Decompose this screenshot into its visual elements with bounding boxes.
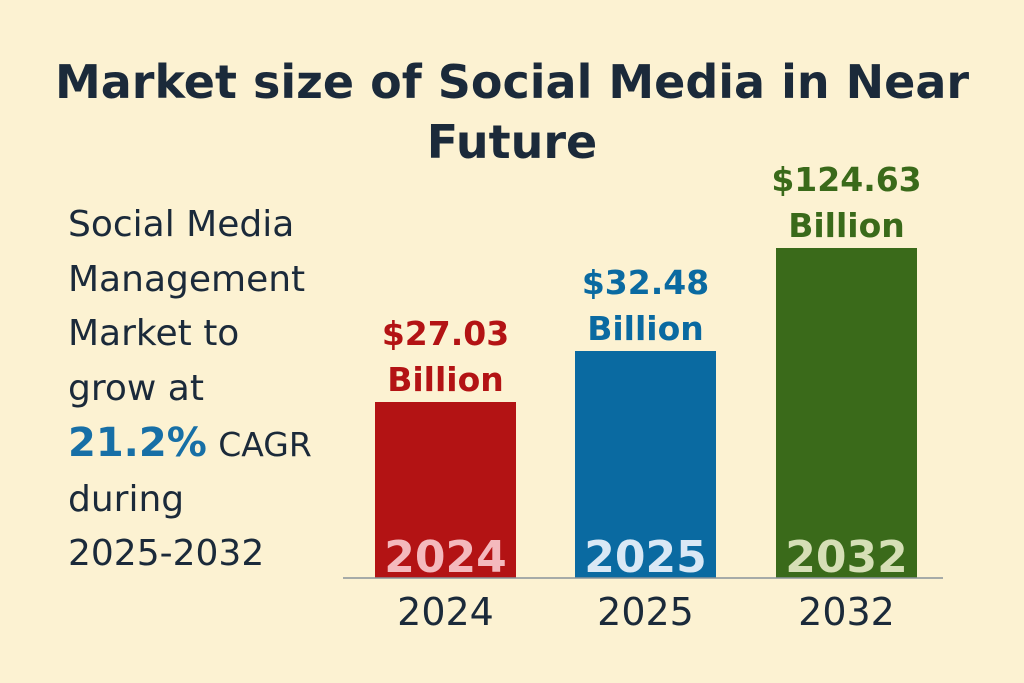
chart-title-line-1: Market size of Social Media in Near [54,55,970,109]
data-label-unit: Billion [788,206,905,245]
bar-inner-label: 2025 [584,532,706,583]
cagr-description: Social Media Management Market to grow a… [68,198,312,582]
cagr-suffix: CAGR [218,425,312,464]
cagr-rate: 21.2% [68,420,207,466]
bar-2024 [375,402,516,578]
bar-inner-label: 2024 [384,532,506,583]
data-label-value: $32.48 [582,263,709,302]
side-line: 2025-2032 [68,533,265,574]
chart-title: Market size of Social Media in Near Futu… [0,52,1024,172]
data-label-value: $27.03 [382,314,509,353]
side-line: Management [68,258,306,300]
cagr-line: 21.2% CAGR [68,416,312,473]
side-line: Social Media [68,204,295,245]
bar-2025 [575,351,716,578]
side-line: during [68,478,185,520]
bar-2032 [776,248,917,578]
x-tick-label: 2024 [397,590,494,634]
x-tick-label: 2032 [798,590,895,634]
side-line: Market to [68,313,240,354]
side-line: grow at [68,367,204,409]
x-tick-label: 2025 [597,590,694,634]
bar-inner-label: 2032 [785,532,907,583]
chart-title-line-2: Future [426,115,598,169]
data-label-unit: Billion [587,309,704,348]
data-label-unit: Billion [387,360,504,399]
data-label-value: $124.63 [771,160,921,199]
